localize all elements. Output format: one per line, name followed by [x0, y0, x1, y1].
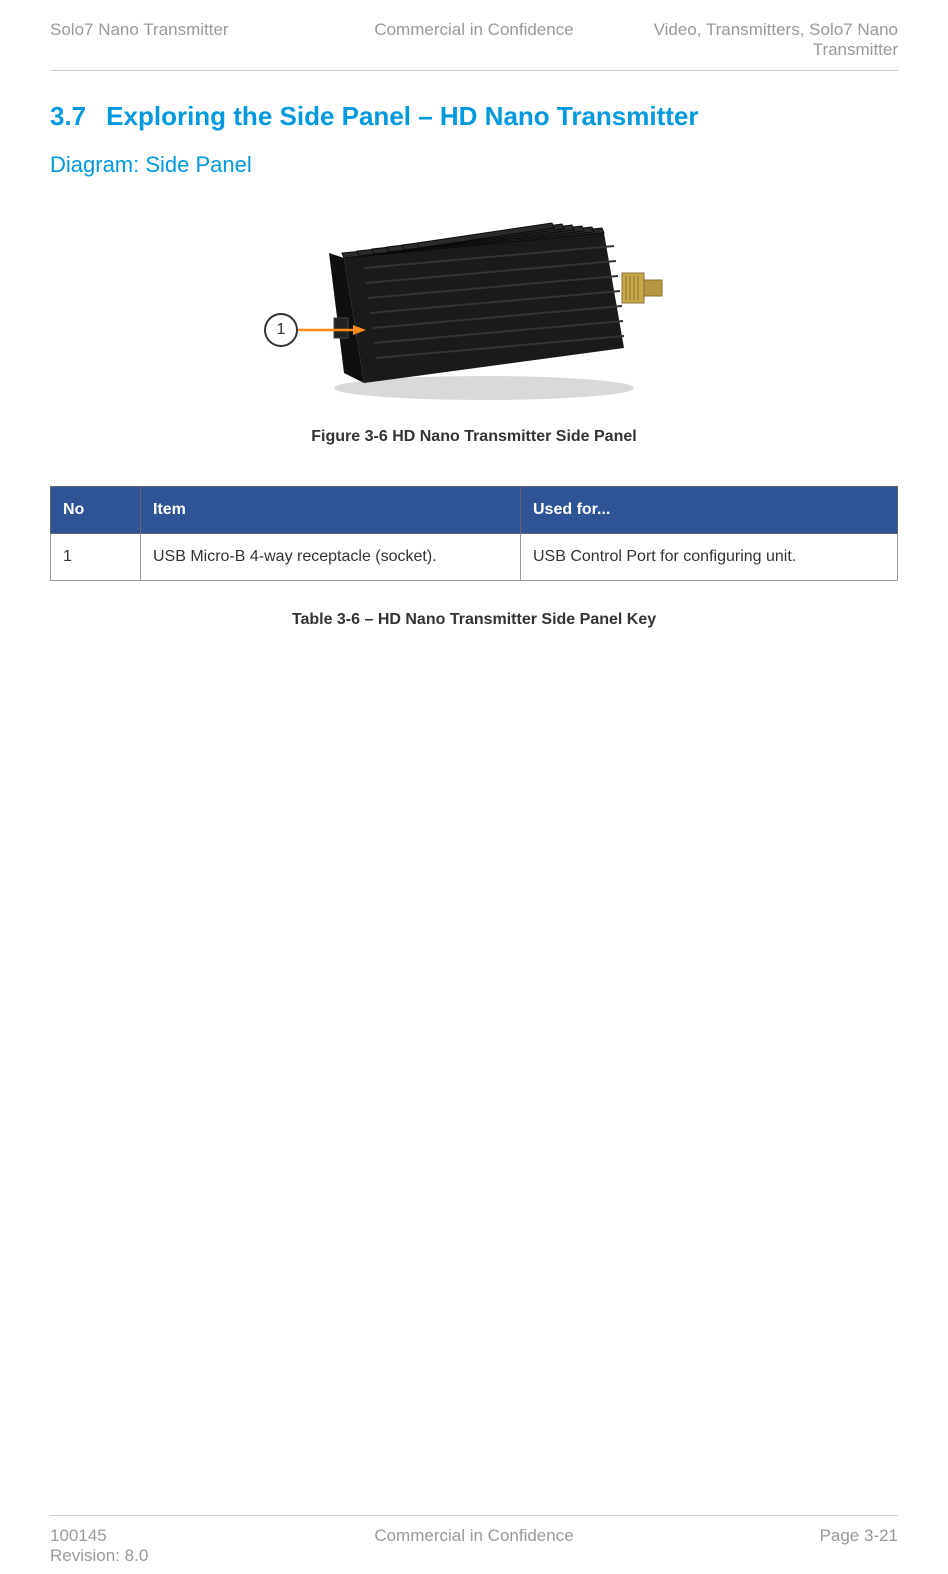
transmitter-side-icon — [274, 198, 674, 408]
side-panel-key-table: No Item Used for... 1 USB Micro-B 4-way … — [50, 486, 898, 581]
table-cell-no: 1 — [51, 534, 141, 581]
footer-doc-number: 100145 — [50, 1526, 333, 1546]
figure-caption: Figure 3-6 HD Nano Transmitter Side Pane… — [50, 428, 898, 446]
table-header-item: Item — [141, 487, 521, 534]
header-center: Commercial in Confidence — [333, 20, 616, 40]
table-cell-used: USB Control Port for configuring unit. — [521, 534, 898, 581]
page-footer: 100145 Revision: 8.0 Commercial in Confi… — [50, 1515, 898, 1566]
callout-circle: 1 — [264, 313, 298, 347]
table-row: 1 USB Micro-B 4-way receptacle (socket).… — [51, 534, 898, 581]
figure-container: 1 Figure 3-6 HD Nano Transmitter Side Pa… — [50, 198, 898, 446]
callout-label: 1 — [277, 321, 286, 339]
table-header-no: No — [51, 487, 141, 534]
footer-revision: Revision: 8.0 — [50, 1546, 333, 1566]
table-cell-item: USB Micro-B 4-way receptacle (socket). — [141, 534, 521, 581]
diagram-subheading: Diagram: Side Panel — [50, 152, 898, 178]
header-left: Solo7 Nano Transmitter — [50, 20, 333, 40]
section-heading: 3.7 Exploring the Side Panel – HD Nano Tr… — [50, 101, 898, 132]
device-image: 1 — [274, 198, 674, 408]
callout-arrow-icon — [298, 324, 368, 344]
header-right: Video, Transmitters, Solo7 Nano Transmit… — [615, 20, 898, 60]
footer-left: 100145 Revision: 8.0 — [50, 1526, 333, 1566]
sma-connector-icon — [622, 273, 662, 303]
section-number: 3.7 — [50, 101, 86, 131]
footer-center: Commercial in Confidence — [333, 1526, 616, 1566]
table-header-row: No Item Used for... — [51, 487, 898, 534]
section-title: Exploring the Side Panel – HD Nano Trans… — [106, 101, 698, 131]
table-caption: Table 3-6 – HD Nano Transmitter Side Pan… — [50, 611, 898, 629]
footer-right: Page 3-21 — [615, 1526, 898, 1566]
page-header: Solo7 Nano Transmitter Commercial in Con… — [50, 20, 898, 71]
table-header-used: Used for... — [521, 487, 898, 534]
